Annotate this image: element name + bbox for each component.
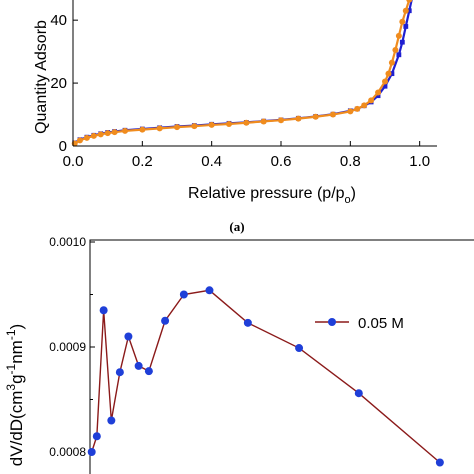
panel-a-series-orange-point — [97, 131, 104, 138]
panel-a-series-orange-point — [368, 97, 375, 104]
panel-b-y-tick-label: 0.0010 — [49, 235, 86, 249]
panel-b-legend: 0.05 M — [315, 315, 404, 332]
panel-a-x-tick-label: 0.4 — [201, 153, 222, 170]
panel-b-plot-frame — [89, 239, 474, 474]
panel-b-series-point — [354, 389, 363, 398]
panel-a-tag: (a) — [229, 219, 244, 234]
panel-b-series-point — [115, 368, 124, 377]
panel-b-series-point — [295, 344, 304, 353]
panel-a-series-orange-point — [111, 129, 118, 136]
panel-a-x-tick-label: 0.6 — [271, 153, 292, 170]
panel-b-y-axis-label-g: g — [7, 374, 26, 383]
panel-a-y-tick-label: 0 — [59, 138, 67, 155]
panel-a-x-axis-label-main: Relative pressure (p/p — [188, 185, 345, 202]
panel-a-series-orange-point — [260, 118, 267, 125]
panel-a-series-orange-point — [156, 125, 163, 132]
panel-a-series-orange-point — [382, 78, 388, 85]
panel-a-series-orange-point — [361, 102, 368, 109]
panel-a-x-tick-label: 0.0 — [63, 153, 84, 170]
panel-a-series-orange-point — [347, 108, 354, 115]
panel-a-series-blue-point — [406, 8, 412, 14]
panel-a-x-tick-label: 0.2 — [132, 153, 153, 170]
panel-a-series-orange-point — [402, 7, 409, 14]
panel-b-series-point — [243, 318, 252, 327]
panel-b-y-axis-label-sup1: 3 — [4, 384, 18, 391]
panel-b-series-point — [92, 432, 101, 441]
panel-b-y-axis-label-main: dV/dD(cm — [7, 391, 26, 467]
panel-a-chart: Quantity Adsorb 0 20 40 0.0 0.2 0.4 0.6 0.8 1.0… — [33, 0, 437, 234]
panel-a-series-orange-point — [139, 126, 146, 133]
panel-a-y-tick-label: 40 — [50, 12, 67, 29]
legend-marker-swatch — [328, 318, 336, 326]
panel-b-series-point — [107, 416, 116, 425]
panel-a-series-orange-point — [395, 32, 402, 39]
panel-a-series-orange-point — [278, 117, 284, 124]
panel-a-series-blue-point — [399, 39, 405, 45]
panel-b-y-tick-label: 0.0009 — [49, 340, 86, 354]
panel-b-y-axis-label-sup3: -1 — [4, 329, 18, 340]
panel-a-series-orange-line — [74, 0, 411, 145]
panel-a-series-blue-point — [382, 83, 388, 89]
panel-b-series-point — [161, 316, 170, 325]
panel-a-series-blue-point — [403, 24, 409, 29]
panel-b-y-axis-label-close: ) — [7, 324, 26, 330]
panel-a-x-axis-label-close: ) — [351, 185, 356, 202]
panel-b-y-axis-label-nm: nm — [7, 340, 26, 364]
panel-a-y-tick-label: 20 — [50, 75, 67, 92]
panel-a-series-blue-point — [375, 93, 381, 99]
legend-series-name: 0.05 M — [358, 315, 404, 332]
panel-a-series-orange-point — [83, 134, 90, 141]
panel-a-series-orange-point — [312, 113, 319, 120]
panel-a-x-tick-label: 1.0 — [409, 153, 430, 170]
panel-b-y-tick-label: 0.0008 — [49, 445, 86, 459]
panel-b-series-point — [134, 361, 143, 370]
panel-a-series-orange-point — [354, 105, 361, 112]
panel-b-y-axis-label: dV/dD(cm3g-1nm-1) — [4, 324, 26, 466]
panel-a-x-axis-label: Relative pressure (p/po) — [188, 185, 356, 206]
panel-a-series-orange-point — [104, 130, 111, 137]
panel-b-series-point — [179, 290, 188, 299]
panel-a-series-orange-point — [76, 137, 83, 144]
panel-a-series-orange-point — [226, 120, 232, 127]
panel-a-x-tick-label: 0.8 — [340, 153, 361, 170]
panel-a-series-orange-point — [375, 89, 382, 96]
panel-a-series-blue-point — [389, 71, 395, 77]
panel-a-series-orange-point — [406, 0, 413, 3]
panel-a-series-blue-point — [396, 52, 402, 58]
panel-a-series-orange-point — [399, 18, 406, 25]
panel-a-series-orange-point — [208, 121, 215, 128]
panel-b-series-point — [435, 458, 444, 467]
panel-a-series-orange-point — [191, 123, 198, 130]
panel-a-series-orange-point — [388, 59, 395, 66]
panel-b-series-point — [205, 286, 214, 295]
panel-a-series-orange-point — [174, 124, 180, 131]
panel-b-series-point — [144, 367, 153, 376]
panel-a-series-orange-point — [122, 127, 128, 134]
panel-b-series-point — [99, 306, 108, 315]
panel-a-series-orange-point — [243, 119, 250, 126]
panel-a-x-axis-label-sub: o — [345, 194, 351, 206]
panel-b-series-point — [87, 448, 96, 456]
panel-a-series-orange-point — [295, 115, 302, 122]
panel-b-y-axis-label-sup2: -1 — [4, 363, 18, 374]
panel-a-series-orange-point — [330, 111, 336, 118]
panel-a-series-orange-point — [385, 70, 392, 77]
panel-a-series-orange-point — [90, 132, 97, 139]
panel-a-y-axis-label: Quantity Adsorb — [33, 20, 50, 134]
panel-a-series-orange-point — [392, 47, 399, 54]
panel-b-series-point — [124, 332, 133, 341]
